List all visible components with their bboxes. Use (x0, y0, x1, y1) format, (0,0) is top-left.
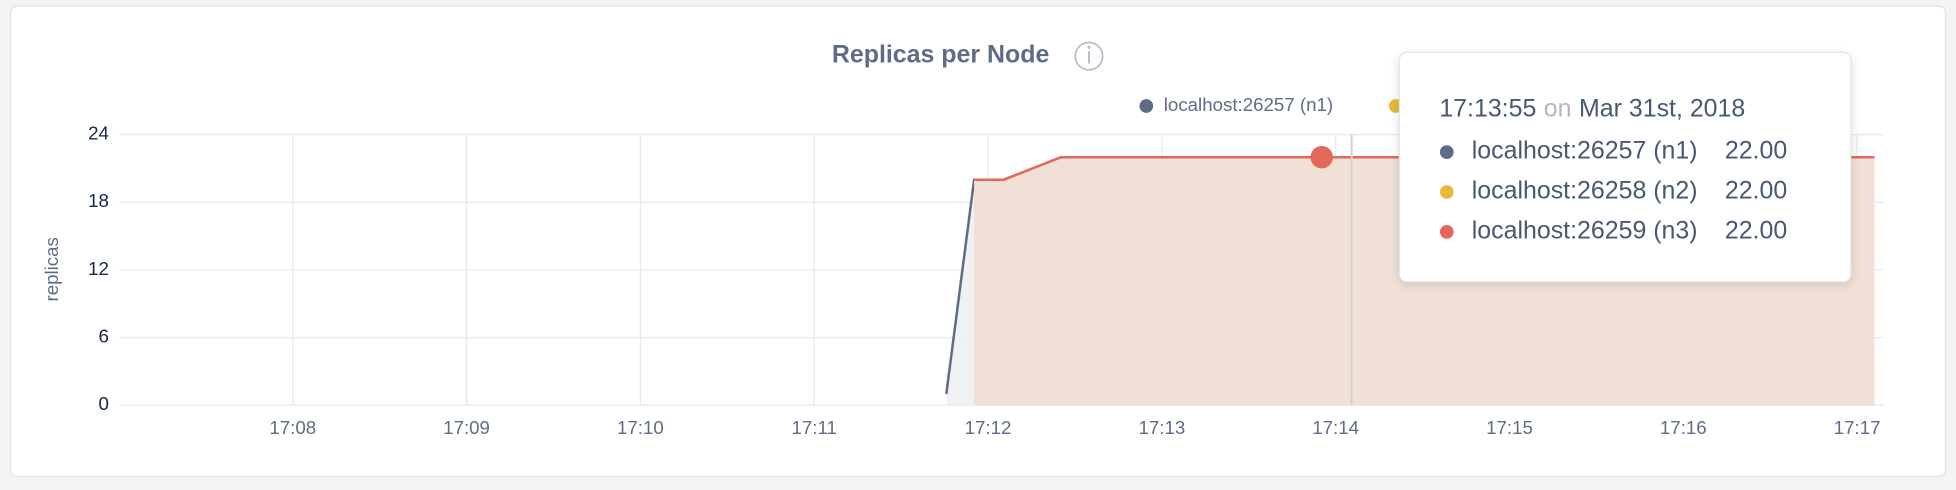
tooltip-series: localhost:26257 (n1) (1472, 137, 1698, 165)
tooltip-swatch (1439, 145, 1454, 159)
legend-swatch (1139, 99, 1154, 113)
x-tick-label: 17:14 (1312, 417, 1359, 438)
tooltip-value: 22.00 (1725, 177, 1787, 205)
y-tick-label: 0 (99, 393, 109, 414)
y-axis-label: replicas (41, 237, 62, 301)
tooltip-value: 22.00 (1725, 216, 1787, 244)
x-tick-label: 17:10 (617, 417, 664, 438)
x-tick-label: 17:08 (269, 417, 316, 438)
y-tick-label: 12 (88, 258, 109, 279)
x-tick-label: 17:13 (1138, 417, 1185, 438)
info-icon[interactable] (1074, 41, 1104, 71)
tooltip-series: localhost:26259 (n3) (1472, 216, 1698, 244)
tooltip-series: localhost:26258 (n2) (1472, 177, 1698, 205)
legend-label: localhost:26257 (n1) (1164, 94, 1333, 115)
x-tick-label: 17:17 (1834, 417, 1881, 438)
tooltip-box (1398, 51, 1852, 283)
y-tick-label: 24 (88, 123, 109, 144)
tooltip-swatch (1439, 185, 1454, 199)
tooltip-time: 17:13:55 (1439, 94, 1536, 122)
chart-title: Replicas per Node (832, 41, 1050, 69)
tooltip-header: 17:13:55 on Mar 31st, 2018 (1439, 94, 1745, 122)
y-tick-label: 18 (88, 190, 109, 211)
x-tick-label: 17:12 (965, 417, 1012, 438)
x-tick-label: 17:15 (1486, 417, 1533, 438)
x-tick-label: 17:09 (443, 417, 490, 438)
y-tick-label: 6 (99, 326, 109, 347)
tooltip-swatch (1439, 225, 1454, 239)
x-tick-label: 17:11 (792, 417, 837, 438)
tooltip-date: Mar 31st, 2018 (1579, 94, 1745, 122)
x-tick-label: 17:16 (1660, 417, 1707, 438)
tooltip-value: 22.00 (1725, 137, 1787, 165)
hover-dot (1310, 145, 1333, 169)
tooltip-on: on (1544, 94, 1572, 122)
